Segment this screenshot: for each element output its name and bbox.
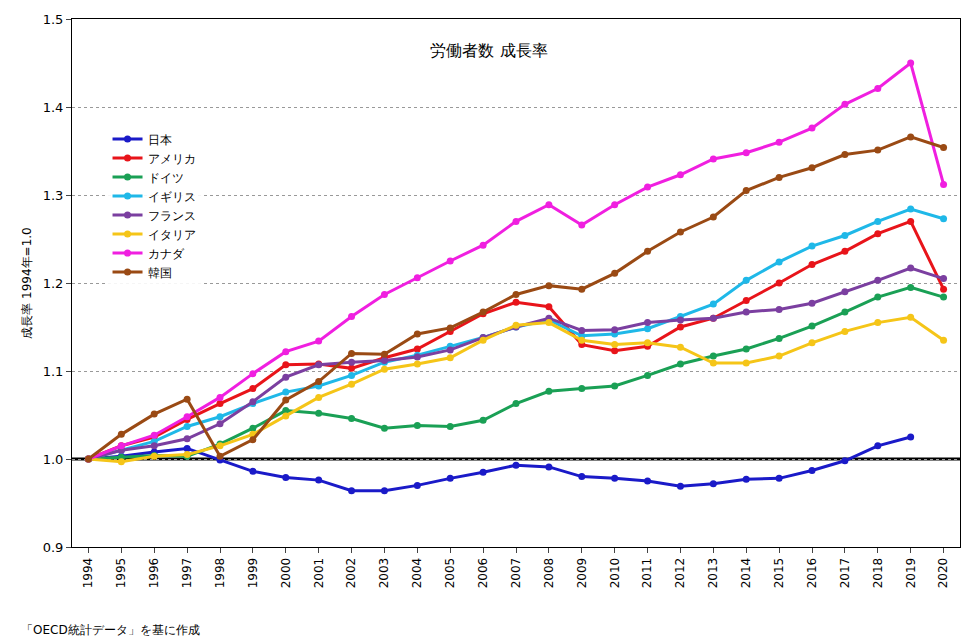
svg-text:2009: 2009 — [575, 558, 589, 589]
svg-text:0.9: 0.9 — [43, 540, 64, 555]
svg-text:1.0: 1.0 — [43, 452, 64, 467]
svg-text:2019: 2019 — [904, 558, 918, 589]
svg-text:2007: 2007 — [509, 558, 523, 589]
svg-text:2005: 2005 — [443, 558, 457, 589]
svg-text:2008: 2008 — [542, 558, 556, 589]
svg-text:2018: 2018 — [871, 558, 885, 589]
svg-text:2017: 2017 — [838, 558, 852, 589]
svg-text:イタリア: イタリア — [148, 228, 196, 242]
svg-text:1.5: 1.5 — [43, 12, 64, 27]
svg-text:1.3: 1.3 — [43, 188, 64, 203]
svg-text:2010: 2010 — [608, 558, 622, 589]
svg-text:2020: 2020 — [936, 558, 950, 589]
svg-text:2006: 2006 — [476, 558, 490, 589]
svg-text:2015: 2015 — [772, 558, 786, 589]
svg-text:1995: 1995 — [114, 558, 128, 589]
svg-text:韓国: 韓国 — [148, 266, 172, 280]
svg-text:2016: 2016 — [805, 558, 819, 589]
svg-text:1994: 1994 — [81, 558, 95, 589]
svg-text:1996: 1996 — [147, 558, 161, 589]
svg-text:ドイツ: ドイツ — [148, 171, 184, 185]
svg-text:2013: 2013 — [706, 558, 720, 589]
svg-text:1.4: 1.4 — [43, 100, 64, 115]
svg-text:1998: 1998 — [213, 558, 227, 589]
svg-text:2012: 2012 — [673, 558, 687, 589]
svg-text:成長率 1994年=1.0: 成長率 1994年=1.0 — [20, 227, 34, 339]
svg-text:イギリス: イギリス — [148, 190, 196, 204]
svg-text:「OECD統計データ」を基に作成: 「OECD統計データ」を基に作成 — [21, 623, 200, 637]
svg-text:フランス: フランス — [148, 209, 196, 223]
svg-text:2001: 2001 — [312, 558, 326, 589]
svg-text:日本: 日本 — [148, 133, 172, 147]
svg-text:2003: 2003 — [377, 558, 391, 589]
svg-text:2011: 2011 — [640, 558, 654, 589]
svg-text:2002: 2002 — [344, 558, 358, 589]
svg-text:1.2: 1.2 — [43, 276, 64, 291]
svg-text:2000: 2000 — [279, 558, 293, 589]
svg-text:労働者数 成長率: 労働者数 成長率 — [430, 41, 547, 60]
svg-text:1999: 1999 — [246, 558, 260, 589]
svg-text:2014: 2014 — [739, 558, 753, 589]
svg-text:2004: 2004 — [410, 558, 424, 589]
svg-text:1.1: 1.1 — [43, 364, 64, 379]
svg-text:カナダ: カナダ — [148, 247, 185, 261]
svg-text:アメリカ: アメリカ — [148, 152, 196, 166]
svg-text:1997: 1997 — [180, 558, 194, 589]
